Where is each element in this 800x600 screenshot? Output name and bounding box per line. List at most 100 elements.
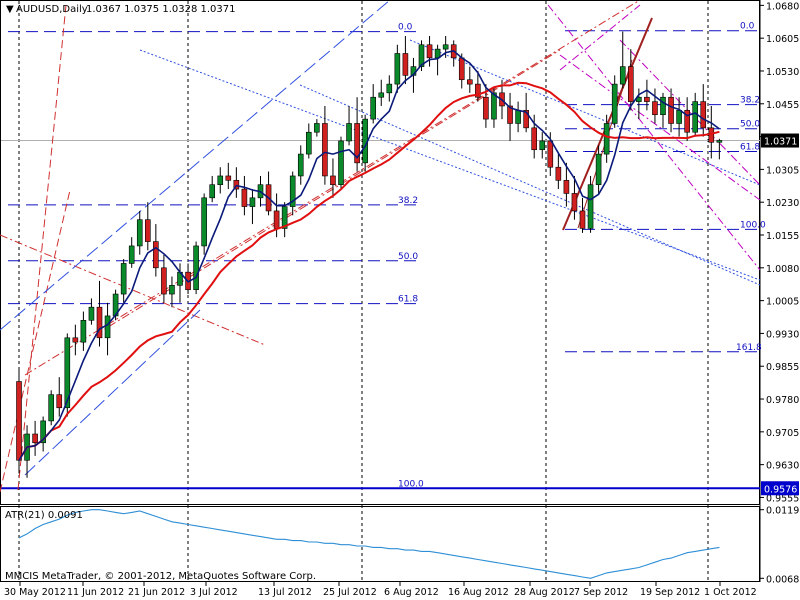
time-axis-label: 25 Jul 2012	[323, 587, 377, 598]
candle-bull	[80, 319, 87, 343]
candle-bear	[32, 433, 38, 444]
falling-channel-mid	[299, 84, 761, 286]
candle-bear	[161, 267, 167, 295]
candle-bear	[668, 96, 674, 124]
candle-bull	[676, 110, 682, 124]
price-axis-label: 0.9705	[766, 428, 799, 439]
candle-bull	[619, 66, 626, 85]
time-axis-label: 11 Jun 2012	[67, 587, 124, 598]
candle-bull	[587, 184, 594, 229]
price-axis-label: 1.0680	[766, 1, 799, 12]
atr-label: ATR(21) 0.0091	[5, 510, 83, 521]
candle-bull	[515, 110, 521, 124]
candle-bull	[378, 92, 385, 98]
candle-bull	[136, 219, 143, 247]
candle-bear	[273, 210, 280, 229]
candle-bull	[120, 263, 127, 295]
candle-bull	[603, 123, 610, 155]
candle-bear	[555, 166, 562, 181]
candle-bear	[145, 219, 151, 242]
candle-bear	[531, 127, 538, 151]
candle-bull	[386, 83, 393, 94]
time-axis-label: 6 Aug 2012	[384, 587, 439, 598]
fib-right-level-label: 38.2	[740, 96, 760, 106]
marked-price-tag	[761, 481, 799, 496]
time-axis-label: 21 Jun 2012	[128, 587, 185, 598]
candle-bull	[249, 197, 256, 207]
candle-bull	[491, 92, 497, 120]
candle-bull	[128, 245, 135, 264]
candle-bear	[426, 44, 433, 59]
candle-bull	[40, 420, 46, 444]
candle-bull	[281, 206, 288, 229]
fib-left-level-label: 50.0	[398, 252, 418, 262]
candle-bull	[338, 140, 344, 186]
candle-bull	[660, 96, 666, 116]
moving-average-fast	[18, 50, 720, 461]
candle-bear	[233, 180, 240, 190]
candle-bull	[289, 175, 296, 207]
fib-right-level-label: 161.8	[736, 343, 762, 353]
candle-bear	[483, 96, 489, 120]
candle-bull	[692, 101, 699, 133]
candle-bull	[611, 83, 618, 124]
fib-right-level-label: 0.0	[740, 22, 755, 32]
price-axis-label: 0.9930	[766, 329, 799, 340]
price-axis-label: 1.0455	[766, 100, 799, 111]
candle-bear	[322, 123, 328, 177]
candle-bull	[305, 131, 312, 155]
fib-left-level-label: 38.2	[398, 196, 418, 206]
candle-bear	[684, 110, 690, 133]
candle-bear	[627, 66, 634, 102]
steep-dashed-line	[17, 4, 67, 491]
candle-bull	[314, 123, 320, 133]
candle-bear	[458, 57, 465, 81]
blue-rising-line-upper	[0, 0, 391, 331]
candle-bull	[64, 337, 71, 409]
price-axis-label: 1.0155	[766, 231, 799, 242]
moving-average-slow	[18, 81, 720, 461]
time-axis-label: 3 Jul 2012	[190, 587, 238, 598]
fib-left-level-label: 61.8	[398, 295, 418, 305]
candle-bull	[539, 140, 546, 151]
time-axis-label: 1 Oct 2012	[704, 587, 757, 598]
fib-left-level-label: 100.0	[398, 479, 424, 489]
time-axis-label: 30 May 2012	[4, 587, 66, 598]
candle-bear	[225, 175, 232, 181]
candle-bear	[700, 101, 707, 129]
price-axis-label: 1.0230	[766, 198, 799, 209]
candle-bull	[104, 315, 111, 339]
marked-price-label: 0.9576	[764, 484, 797, 495]
fib-right-level-label: 61.8	[740, 142, 760, 152]
candle-bull	[370, 96, 377, 120]
candle-bull	[169, 285, 175, 295]
candle-bear	[330, 175, 336, 186]
candle-bull	[442, 44, 449, 50]
candle-bull	[418, 44, 425, 67]
price-axis-label: 0.9630	[766, 461, 799, 472]
steep-dashed-line-2	[0, 189, 71, 493]
candle-bear	[547, 140, 554, 168]
current-price-label: 1.0371	[764, 137, 797, 148]
price-axis-label: 1.0305	[766, 165, 799, 176]
fib-right-level-label: 100.0	[740, 220, 766, 230]
candle-bear	[153, 241, 159, 269]
axes-layer: 0.0119 0.0068 1.0680 1.0605 1.0530 1.0455 1.03…	[4, 1, 799, 598]
magenta-falling-line-2	[559, 54, 761, 201]
time-axis-label: 19 Sep 2012	[640, 587, 700, 598]
candle-bull	[394, 53, 401, 85]
copyright-text: MMCIS MetaTrader, © 2001-2012, MetaQuote…	[5, 571, 316, 582]
price-axis-label: 1.0530	[766, 67, 799, 78]
candle-bull	[716, 140, 723, 143]
candle-bear	[354, 123, 360, 164]
candles-layer	[16, 31, 723, 478]
main-plot-frame	[0, 0, 760, 505]
price-axis-label: 1.0605	[766, 34, 799, 45]
chart-ohlc: 1.0367 1.0375 1.0328 1.0371	[86, 4, 236, 15]
candle-bull	[297, 153, 304, 177]
candle-bull	[88, 306, 95, 321]
price-axis-label: 1.0080	[766, 264, 799, 275]
candle-bear	[507, 105, 513, 124]
